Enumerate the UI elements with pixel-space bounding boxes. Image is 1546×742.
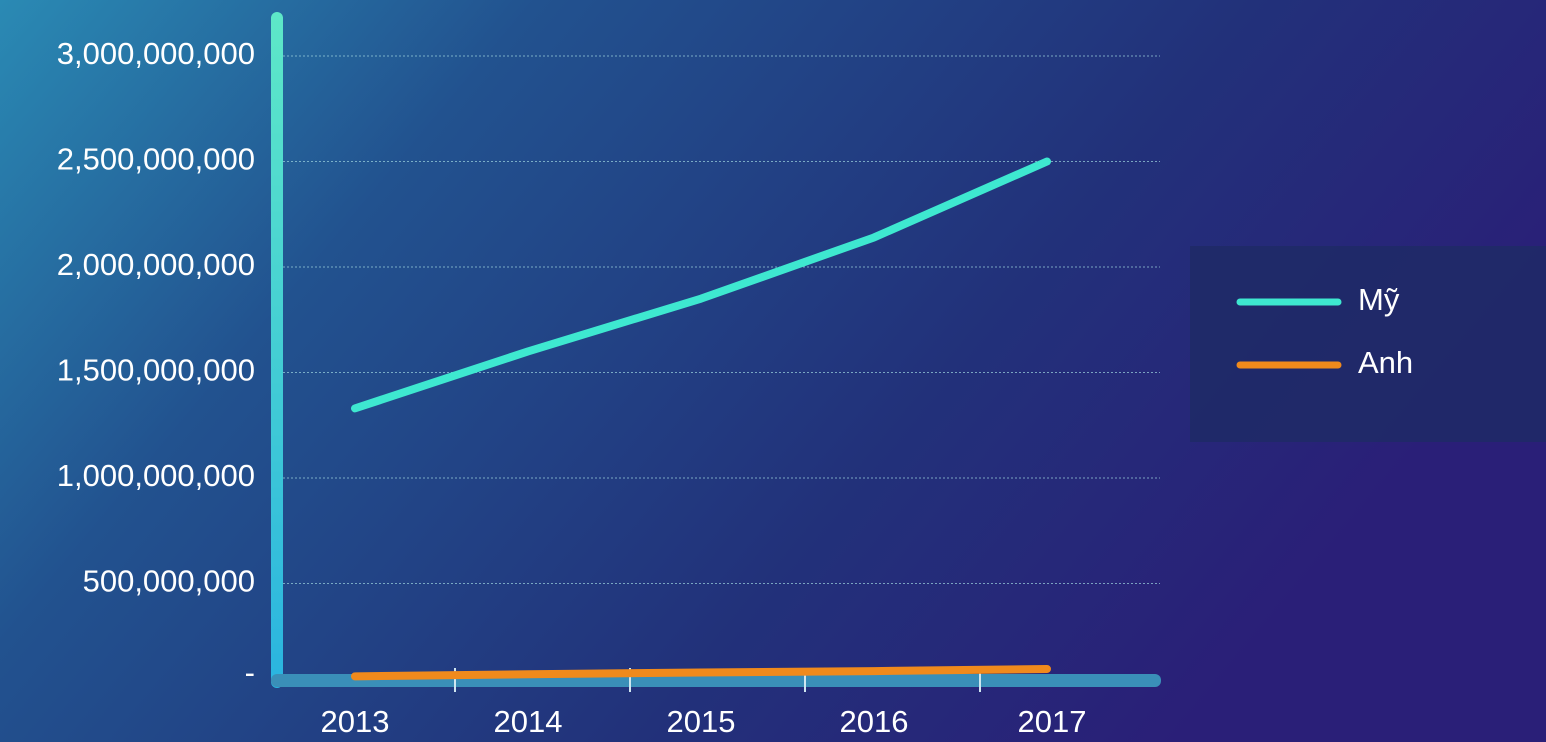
y-tick-label: 2,000,000,000: [57, 247, 255, 282]
series-line: [351, 664, 1051, 681]
x-tick-label: 2015: [667, 704, 736, 739]
x-tick-label: 2017: [1018, 704, 1087, 739]
y-tick-label: 3,000,000,000: [57, 36, 255, 71]
y-axis: [271, 12, 283, 688]
x-tick-label: 2016: [840, 704, 909, 739]
y-tick-label: 1,000,000,000: [57, 458, 255, 493]
y-tick-label: 500,000,000: [83, 564, 255, 599]
y-tick-label: 2,500,000,000: [57, 142, 255, 177]
legend-box: [1190, 246, 1546, 442]
x-tick-label: 2013: [321, 704, 390, 739]
legend-label: Mỹ: [1358, 282, 1400, 317]
y-tick-label: 1,500,000,000: [57, 353, 255, 388]
x-tick-label: 2014: [494, 704, 563, 739]
series-line: [351, 157, 1051, 413]
legend-label: Anh: [1358, 345, 1413, 380]
y-tick-label: -: [245, 655, 255, 690]
